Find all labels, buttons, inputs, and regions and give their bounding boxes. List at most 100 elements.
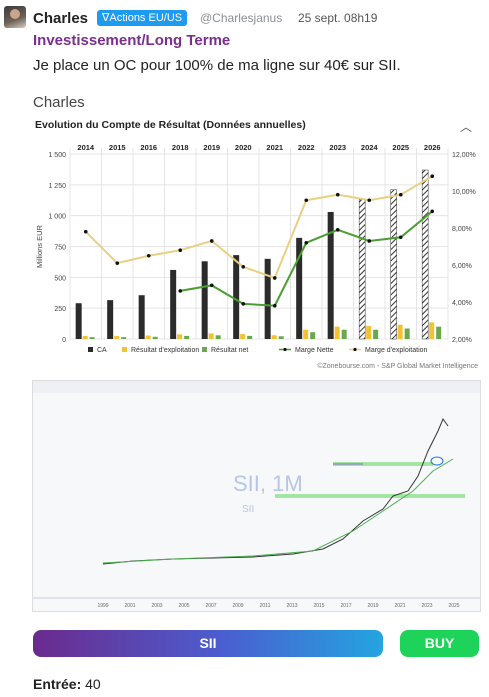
entry-label: Entrée:	[33, 676, 82, 692]
x-tick-label: 2015	[109, 143, 126, 152]
marge-nette-point	[367, 239, 372, 243]
marge-nette-point	[430, 209, 435, 214]
y-tick-label: 1 250	[48, 183, 66, 190]
screenshot-x-tick: 2003	[151, 603, 162, 609]
bar-ca	[421, 169, 429, 340]
chart-credit: ©Zonebourse.com - S&P Global Market Inte…	[317, 362, 478, 370]
y-tick-label: 750	[54, 245, 66, 252]
marge-exploitation-point	[115, 261, 120, 265]
moving-average-green	[102, 458, 454, 564]
marge-exploitation-line	[85, 175, 433, 280]
y-tick-label: 0	[62, 337, 66, 344]
marge-exploitation-point	[272, 276, 277, 280]
screenshot-topbar	[33, 381, 480, 393]
legend-swatch	[88, 347, 93, 352]
ticker-button[interactable]: SII	[33, 630, 383, 657]
x-tick-label: 2014	[77, 143, 95, 152]
bar-r-sultat-d-exploitation	[397, 324, 403, 339]
bar-ca	[264, 258, 271, 339]
bar-r-sultat-d-exploitation	[429, 322, 435, 339]
avatar[interactable]	[4, 6, 26, 28]
bar-r-sultat-net	[184, 335, 190, 339]
x-tick-label: 2018	[172, 143, 189, 152]
y2-tick-label: 2,00%	[452, 337, 472, 344]
marge-exploitation-point	[83, 229, 88, 234]
channel-tag[interactable]: ∇Actions EU/US	[97, 10, 188, 26]
bar-ca	[327, 211, 334, 339]
author-handle[interactable]: @Charlesjanus	[200, 11, 283, 25]
buy-button[interactable]: BUY	[400, 630, 479, 657]
legend-label: Marge d'exploitation	[365, 347, 428, 354]
y2-tick-label: 10,00%	[452, 189, 476, 196]
entry-value: 40	[85, 676, 101, 692]
screenshot-x-tick: 1999	[97, 603, 108, 609]
x-tick-label: 2020	[235, 143, 252, 152]
bar-r-sultat-d-exploitation	[303, 329, 309, 339]
screenshot-x-ticks: 1999 2001 2003 2005 2007 2009 2011 2013 2015 2017…	[97, 603, 459, 609]
marge-exploitation-point	[178, 248, 183, 252]
y2-tick-label: 8,00%	[452, 226, 472, 233]
screenshot-x-tick: 2019	[367, 603, 378, 609]
bar-r-sultat-d-exploitation	[114, 335, 120, 339]
bar-r-sultat-net	[152, 336, 158, 339]
price-chart-screenshot: SII, 1M SII 1999 2001 2003 2005 2007 2009 2011…	[32, 380, 481, 612]
y-tick-label: 250	[54, 306, 66, 313]
marge-exploitation-point	[304, 198, 309, 203]
screenshot-x-tick: 2001	[124, 603, 135, 609]
bar-r-sultat-d-exploitation	[82, 335, 88, 339]
marge-nette-point	[398, 235, 403, 240]
bar-r-sultat-net	[89, 337, 95, 339]
screenshot-x-tick: 2011	[260, 603, 271, 609]
y-tick-label: 500	[54, 275, 66, 282]
marge-exploitation-point	[241, 265, 246, 269]
bar-r-sultat-net	[215, 335, 221, 339]
legend-swatch	[202, 347, 207, 352]
y-axis-title: Millions EUR	[35, 224, 44, 268]
author-name[interactable]: Charles	[33, 10, 89, 27]
screenshot-x-tick: 2021	[394, 603, 405, 609]
highlight-circle	[430, 456, 444, 466]
legend-label: CA	[97, 347, 107, 354]
screenshot-x-tick: 2013	[286, 603, 297, 609]
screenshot-x-tick: 2007	[205, 603, 216, 609]
screenshot-x-tick: 2023	[421, 603, 432, 609]
marge-exploitation-point	[367, 198, 372, 203]
bar-r-sultat-d-exploitation	[208, 333, 214, 339]
bar-ca	[75, 303, 82, 339]
marge-nette-point	[241, 302, 246, 306]
bar-r-sultat-d-exploitation	[240, 334, 246, 339]
bar-r-sultat-d-exploitation	[177, 334, 183, 339]
marge-nette-point	[335, 228, 340, 232]
price-chart-svg: SII, 1M SII 1999 2001 2003 2005 2007 2009 2011…	[33, 381, 480, 609]
x-tick-label: 2021	[266, 143, 283, 152]
marge-exploitation-point	[430, 174, 435, 178]
bar-ca	[138, 295, 145, 339]
legend-label: Résultat d'exploitation	[131, 347, 199, 354]
marge-nette-point	[209, 283, 214, 288]
bar-r-sultat-net	[341, 329, 347, 339]
chart-svg: 0 250 500 750 1 000 1 250 1 500 2,00% 4,00% 6,00%…	[35, 143, 478, 370]
bar-r-sultat-d-exploitation	[366, 326, 372, 339]
marge-exploitation-point	[209, 239, 214, 243]
legend-swatch-dot	[353, 347, 357, 352]
y2-tick-label: 12,00%	[452, 152, 476, 159]
post-header: Charles ∇Actions EU/US @Charlesjanus 25 …	[0, 0, 489, 30]
marge-nette-point	[178, 289, 183, 293]
bar-ca	[358, 199, 366, 340]
marge-nette-point	[272, 303, 277, 308]
x-tick-label: 2019	[203, 143, 220, 152]
x-tick-label: 2016	[140, 143, 157, 152]
legend-swatch	[122, 347, 127, 352]
post-message: Je place un OC pour 100% de ma ligne sur…	[33, 57, 401, 74]
collapse-chevron-icon[interactable]: ︿	[459, 120, 472, 134]
bar-ca	[390, 189, 397, 340]
screenshot-x-tick: 2009	[232, 603, 243, 609]
bar-r-sultat-d-exploitation	[334, 326, 340, 339]
y-tick-label: 1 000	[48, 214, 66, 221]
x-tick-label: 2023	[329, 143, 346, 152]
legend-label: Marge Nette	[295, 347, 334, 354]
marge-nette-point	[304, 241, 309, 245]
chart-watermark-sublabel: SII	[242, 504, 254, 515]
bar-r-sultat-net	[310, 332, 316, 339]
bar-r-sultat-net	[404, 328, 410, 339]
